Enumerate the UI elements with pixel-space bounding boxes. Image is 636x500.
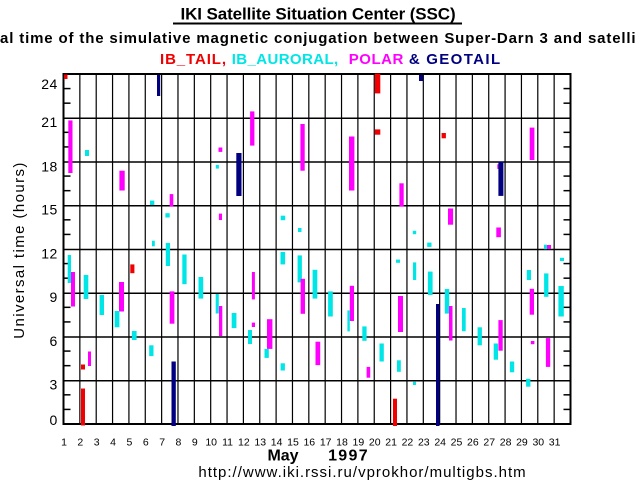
svg-text:21: 21 — [385, 437, 397, 449]
svg-text:9: 9 — [50, 289, 58, 305]
svg-text:1: 1 — [61, 437, 67, 449]
svg-text:15: 15 — [41, 202, 58, 218]
svg-text:7: 7 — [159, 437, 165, 449]
svg-text:20: 20 — [369, 437, 381, 449]
svg-text:31: 31 — [549, 437, 561, 449]
svg-text:18: 18 — [336, 437, 348, 449]
svg-text:12: 12 — [238, 437, 250, 449]
svg-text:23: 23 — [418, 437, 430, 449]
svg-text:17: 17 — [320, 437, 332, 449]
svg-text:al time of the simulative magn: al time of the simulative magnetic conju… — [0, 30, 636, 47]
svg-text:Universal time (hours): Universal time (hours) — [11, 161, 28, 339]
svg-text:24: 24 — [434, 437, 446, 449]
svg-text:8: 8 — [176, 437, 182, 449]
svg-text:27: 27 — [483, 437, 495, 449]
svg-text:22: 22 — [402, 437, 414, 449]
svg-text:15: 15 — [287, 437, 299, 449]
svg-text:5: 5 — [126, 437, 132, 449]
svg-text:3: 3 — [94, 437, 100, 449]
svg-text:May: May — [267, 448, 298, 465]
svg-text:19: 19 — [353, 437, 365, 449]
svg-text:18: 18 — [41, 159, 58, 175]
svg-text:29: 29 — [516, 437, 528, 449]
svg-text:6: 6 — [50, 333, 58, 349]
svg-text:21: 21 — [41, 114, 58, 130]
svg-text:3: 3 — [50, 377, 58, 393]
svg-text:24: 24 — [41, 76, 58, 92]
svg-text:0: 0 — [50, 412, 58, 428]
svg-text:13: 13 — [254, 437, 266, 449]
svg-text:4: 4 — [110, 437, 116, 449]
svg-text:1997: 1997 — [328, 448, 369, 465]
svg-text:30: 30 — [532, 437, 544, 449]
svg-text:9: 9 — [192, 437, 198, 449]
svg-text:10: 10 — [205, 437, 217, 449]
svg-text:28: 28 — [500, 437, 512, 449]
svg-text:IB_TAIL,IB_AURORAL,POLAR&GEOTA: IB_TAIL, IB_AURORAL, POLAR & GEOTAIL — [160, 51, 502, 68]
svg-text:6: 6 — [143, 437, 149, 449]
svg-text:http://www.iki.rssi.ru/vprokho: http://www.iki.rssi.ru/vprokhor/multigbs… — [198, 464, 526, 481]
svg-text:14: 14 — [271, 437, 283, 449]
svg-text:IKI Satellite Situation Center: IKI Satellite Situation Center (SSC) — [180, 5, 455, 24]
svg-text:26: 26 — [467, 437, 479, 449]
svg-text:11: 11 — [222, 437, 233, 449]
svg-text:2: 2 — [77, 437, 83, 449]
svg-text:16: 16 — [303, 437, 315, 449]
svg-text:25: 25 — [451, 437, 463, 449]
svg-text:12: 12 — [41, 245, 58, 261]
